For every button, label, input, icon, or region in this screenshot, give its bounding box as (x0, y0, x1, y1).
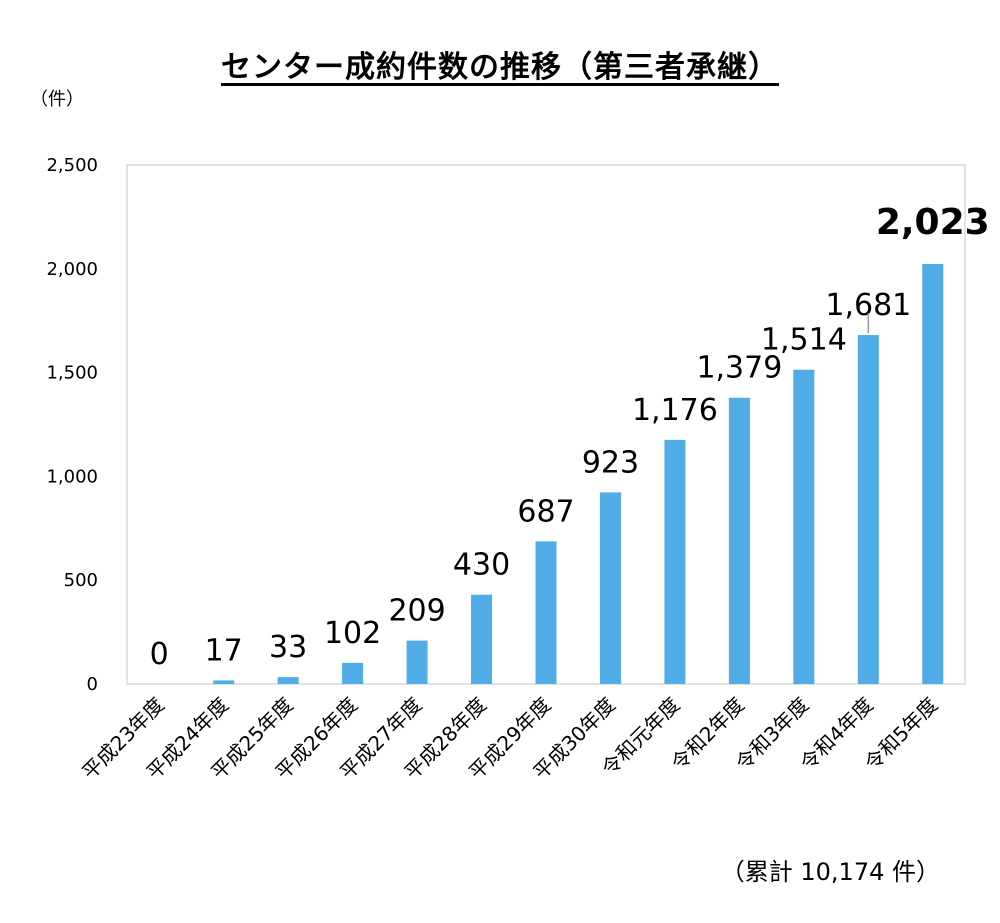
bar (599, 492, 621, 684)
bars (213, 264, 944, 684)
data-label: 102 (324, 616, 381, 651)
bar (406, 640, 428, 684)
bar (922, 264, 944, 684)
bar (664, 439, 686, 684)
data-label: 687 (517, 494, 574, 529)
data-label: 17 (205, 633, 243, 668)
bar (793, 369, 815, 684)
y-tick-label: 0 (87, 674, 98, 695)
data-label: 0 (150, 637, 169, 672)
x-axis-ticks: 平成23年度平成24年度平成25年度平成26年度平成27年度平成28年度平成29… (77, 693, 942, 785)
data-label: 1,379 (696, 351, 782, 386)
y-tick-label: 2,000 (46, 259, 98, 280)
y-axis-ticks: 0 500 1,000 1,500 2,000 2,500 (46, 155, 98, 695)
data-label: 1,514 (761, 323, 847, 358)
bar (213, 680, 235, 684)
data-label: 1,176 (632, 393, 718, 428)
y-tick-label: 500 (64, 570, 98, 591)
bar (728, 397, 750, 684)
data-label: 209 (388, 594, 445, 629)
bar (535, 541, 557, 684)
y-tick-label: 1,500 (46, 363, 98, 384)
bar (857, 335, 879, 684)
data-label: 33 (269, 630, 307, 665)
bar (342, 662, 364, 684)
cumulative-total-note: （累計 10,174 件） (720, 858, 940, 886)
bar (277, 677, 299, 684)
chart-title: センター成約件数の推移（第三者承継） (221, 50, 779, 85)
data-label: 430 (453, 548, 510, 583)
bar (471, 594, 493, 684)
data-labels: 0 17 33 1022094306879231,1761,3791,5141,681… (150, 202, 990, 672)
y-tick-label: 2,500 (46, 155, 98, 176)
y-tick-label: 1,000 (46, 466, 98, 487)
data-label: 923 (582, 445, 639, 480)
y-axis-unit-label: （件） (30, 89, 84, 110)
data-label: 2,023 (876, 202, 990, 243)
